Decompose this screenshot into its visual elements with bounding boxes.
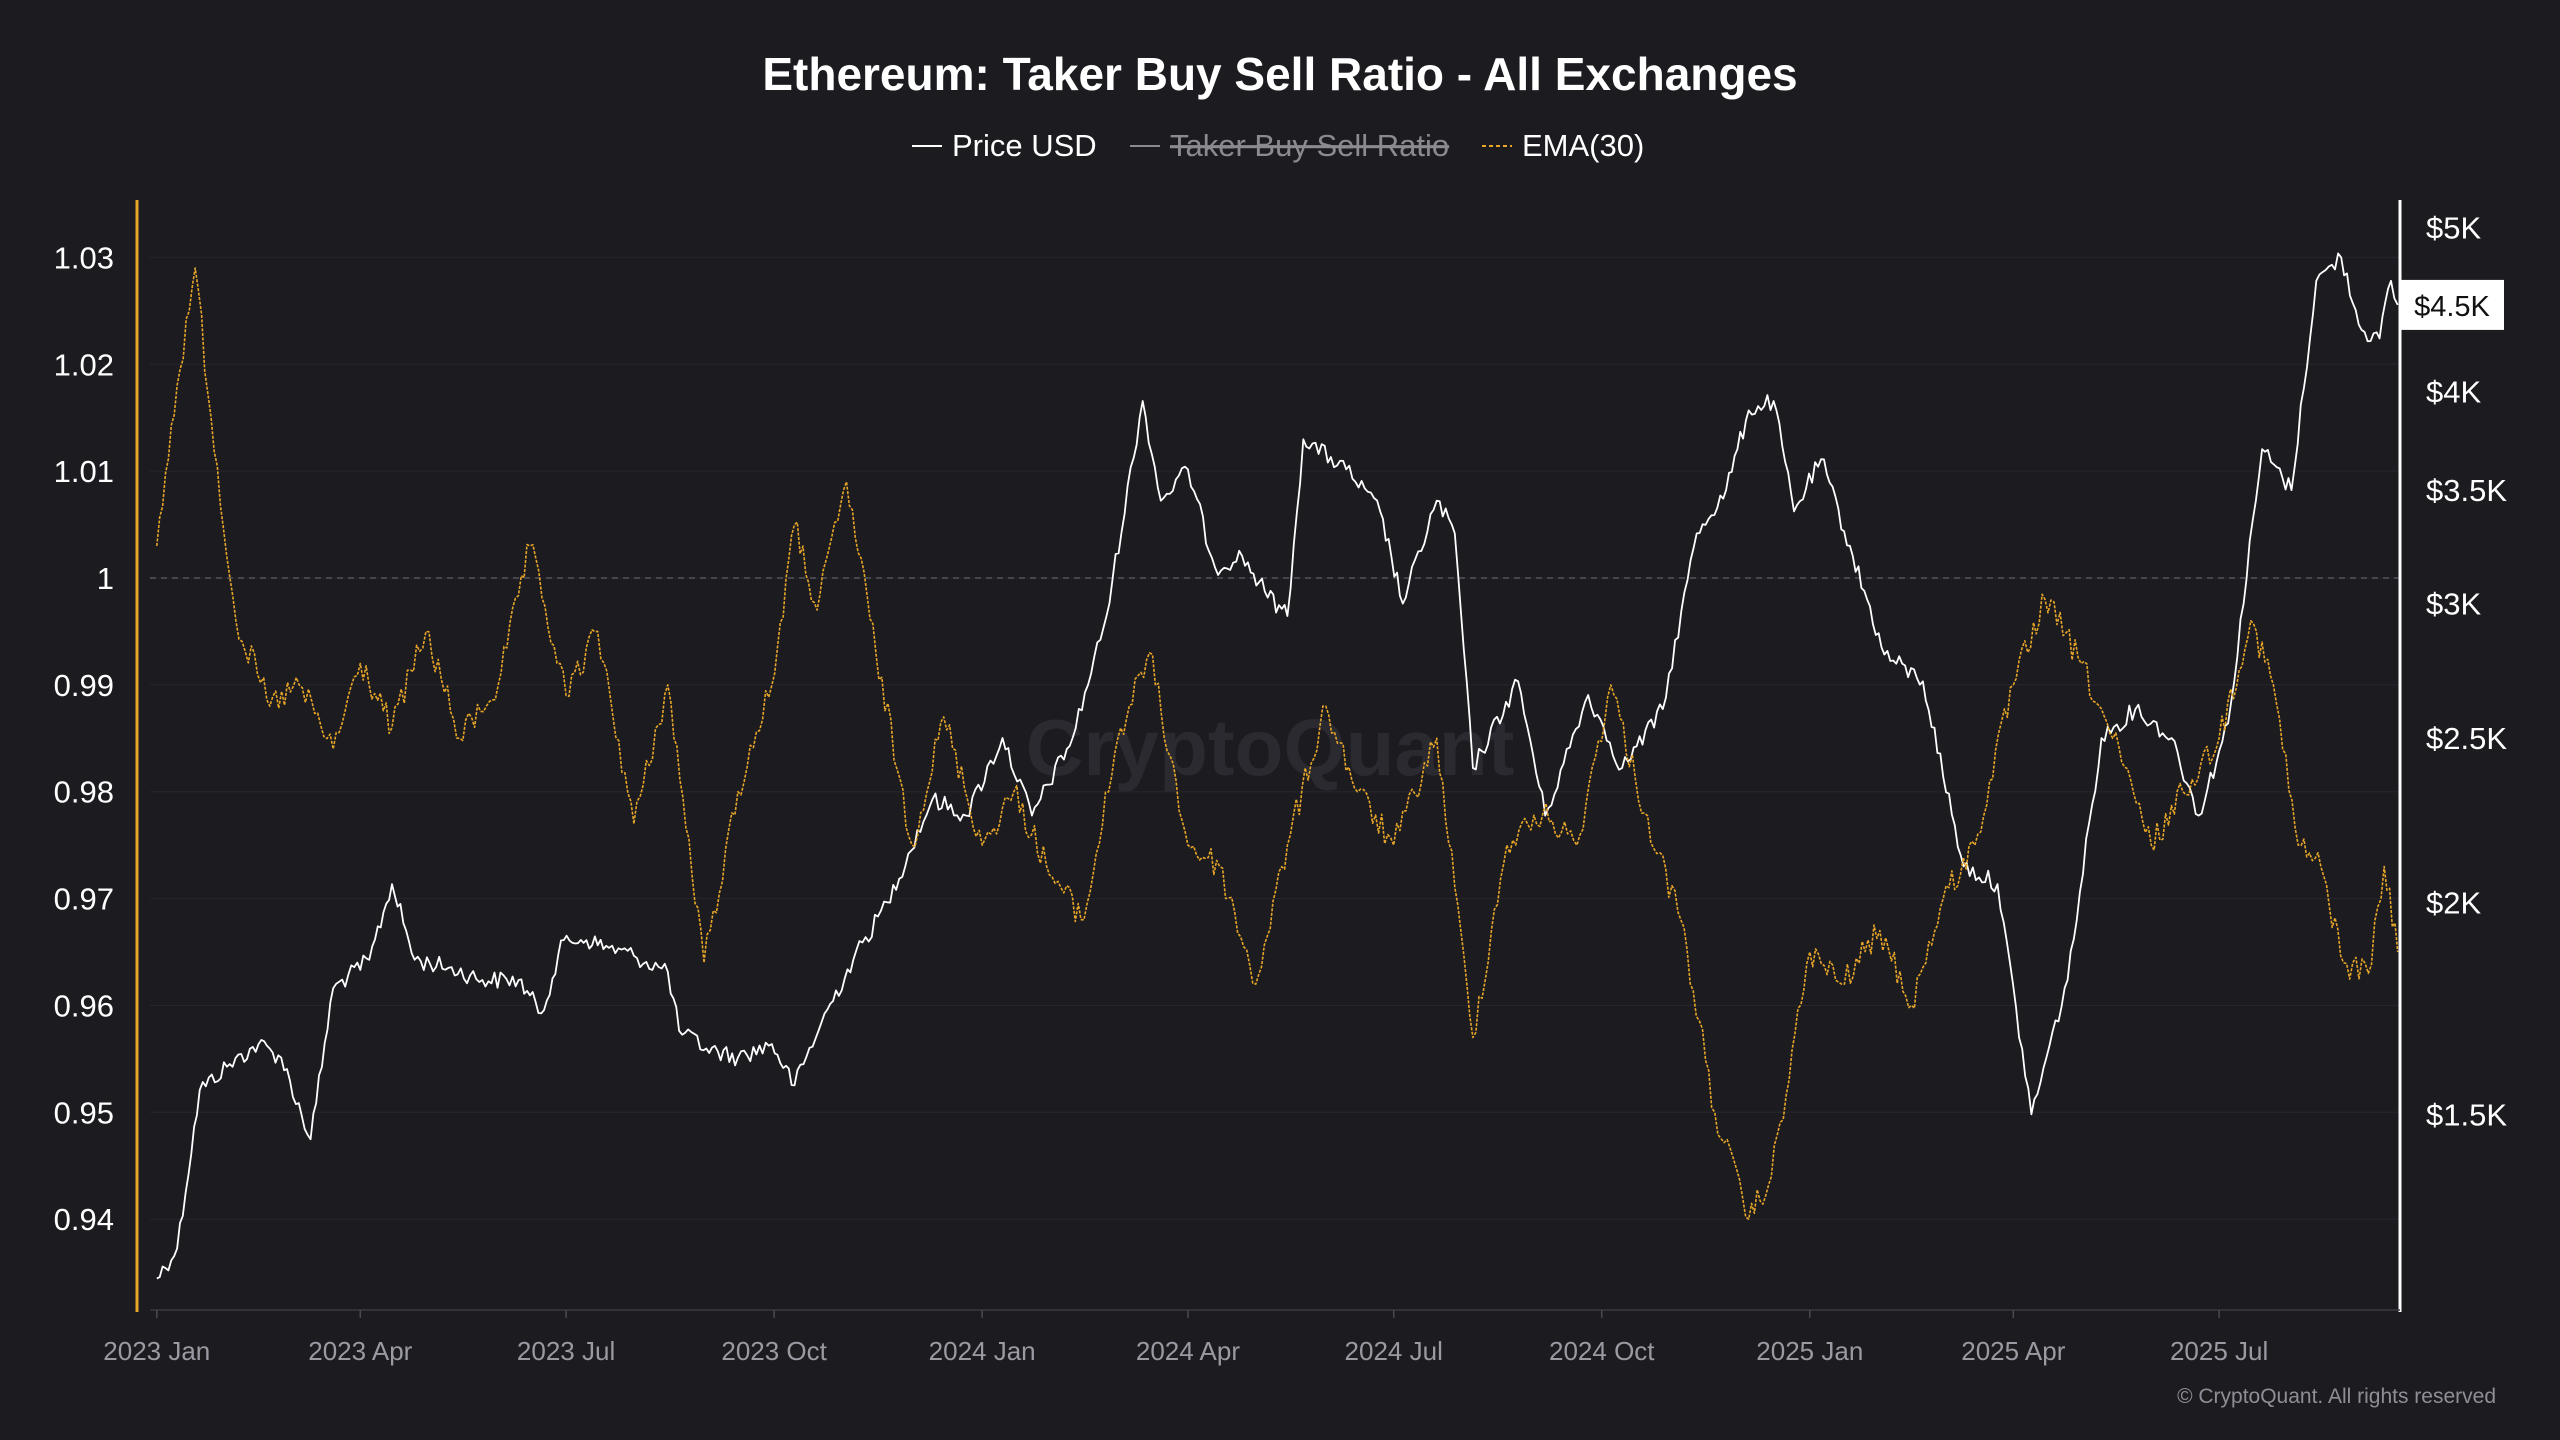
- current-price-badge: $4.5K: [2400, 279, 2504, 330]
- y-left-tick-label: 1.02: [54, 347, 114, 382]
- current-price-badge-label: $4.5K: [2414, 291, 2490, 323]
- x-tick-label: 2024 Jul: [1345, 1336, 1443, 1366]
- y-right-tick-label: $3K: [2426, 587, 2481, 622]
- x-tick-label: 2024 Apr: [1136, 1336, 1240, 1366]
- y-left-tick-label: 0.97: [54, 882, 114, 917]
- x-tick-label: 2023 Apr: [308, 1336, 412, 1366]
- y-left-tick-label: 0.99: [54, 668, 114, 703]
- x-tick-label: 2025 Apr: [1961, 1336, 2065, 1366]
- y-left-tick-label: 1: [97, 561, 114, 596]
- y-left-tick-label: 1.03: [54, 240, 114, 275]
- legend: Price USD Taker Buy Sell Ratio EMA(30): [912, 128, 1644, 163]
- y-left-tick-label: 1.01: [54, 454, 114, 489]
- y-right-tick-label: $4K: [2426, 375, 2481, 410]
- y-right-tick-label: $3.5K: [2426, 473, 2507, 508]
- x-tick-label: 2023 Oct: [721, 1336, 827, 1366]
- copyright-notice: © CryptoQuant. All rights reserved: [2177, 1385, 2496, 1408]
- legend-item-ema[interactable]: EMA(30): [1482, 128, 1644, 163]
- y-left-tick-label: 0.94: [54, 1202, 114, 1237]
- x-tick-label: 2024 Oct: [1549, 1336, 1655, 1366]
- legend-item-ratio[interactable]: Taker Buy Sell Ratio: [1130, 128, 1449, 163]
- current-price-badge-bg: [2400, 279, 2504, 330]
- x-tick-label: 2025 Jan: [1756, 1336, 1863, 1366]
- ema-30-line: [156, 267, 2399, 1220]
- price-usd-line: [156, 252, 2399, 1280]
- y-left-tick-label: 0.95: [54, 1095, 114, 1130]
- y-right-tick-label: $1.5K: [2426, 1097, 2507, 1132]
- legend-item-price[interactable]: Price USD: [912, 128, 1097, 163]
- x-axis-ticks: 2023 Jan 2023 Apr 2023 Jul 2023 Oct 2024 Jan…: [103, 1310, 2268, 1366]
- y-right-tick-label: $2K: [2426, 885, 2481, 920]
- y-left-tick-label: 0.96: [54, 988, 114, 1023]
- y-right-tick-label: $5K: [2426, 210, 2481, 245]
- y-right-tick-label: $2.5K: [2426, 721, 2507, 756]
- y-axis-left-ticks: 0.94 0.95 0.96 0.97 0.98 0.99 1 1.01 1.02 1.03: [54, 240, 114, 1237]
- legend-ratio-label: Taker Buy Sell Ratio: [1170, 128, 1449, 163]
- x-tick-label: 2023 Jul: [517, 1336, 615, 1366]
- legend-price-label: Price USD: [952, 128, 1097, 163]
- x-tick-label: 2025 Jul: [2170, 1336, 2268, 1366]
- y-left-tick-label: 0.98: [54, 775, 114, 810]
- series: [156, 252, 2399, 1280]
- x-tick-label: 2024 Jan: [929, 1336, 1036, 1366]
- chart-title: Ethereum: Taker Buy Sell Ratio - All Exc…: [762, 48, 1797, 100]
- y-axis-right-ticks: $1.5K $2K $2.5K $3K $3.5K $4K $5K: [2426, 210, 2507, 1132]
- legend-ema-label: EMA(30): [1522, 128, 1644, 163]
- x-tick-label: 2023 Jan: [103, 1336, 210, 1366]
- axes: [135, 200, 2402, 1312]
